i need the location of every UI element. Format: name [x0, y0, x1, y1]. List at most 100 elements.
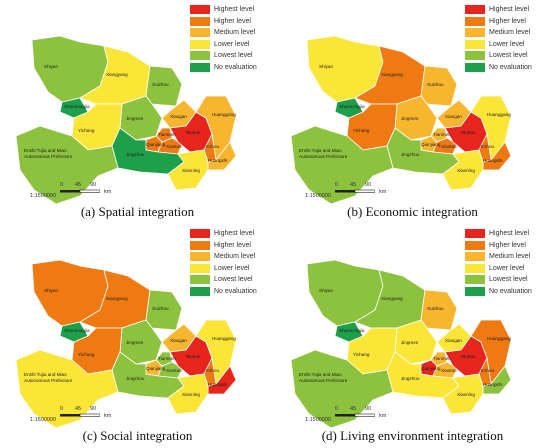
legend-swatch — [190, 229, 210, 238]
region-label: Suizhou — [152, 82, 169, 87]
region-label: Enshi Tujia and Miao Autonomous Prefectur… — [24, 148, 73, 159]
scale-ratio: 1:1500000 — [30, 193, 56, 199]
panel-social: Shiyan Xiangyang Suizhou Shennongjia Xiaogan… — [0, 224, 275, 448]
region-label: Suizhou — [152, 306, 169, 311]
region-label: Yichang — [78, 352, 95, 357]
region-label: Xiantao — [166, 368, 182, 373]
scale-tick: 45 — [75, 182, 82, 188]
region-label: Shiyan — [319, 288, 333, 293]
region-enshi — [15, 349, 119, 429]
legend-swatch — [190, 252, 210, 261]
caption: (b) Economic integration — [347, 204, 478, 219]
scale-bar: 0 45 90 km 1:1500000 — [30, 406, 170, 430]
scale-unit: km — [379, 413, 387, 419]
legend-swatch — [465, 240, 485, 250]
caption: (d) Living environment integration — [321, 428, 504, 443]
legend-item: Higher level — [190, 240, 257, 251]
region-xiantao — [432, 137, 458, 155]
region-label: Shennongjia — [64, 328, 90, 333]
region-xianning — [167, 373, 209, 415]
legend-item: No evaluation — [190, 286, 257, 297]
region-label: Jingmen — [401, 116, 419, 121]
scale-ratio: 1:1500000 — [30, 417, 56, 423]
region-label: Huanggang — [487, 112, 511, 117]
region-label: Jingzhou — [401, 376, 420, 381]
scale-tick: 90 — [90, 182, 97, 188]
region-label: Jingzhou — [126, 376, 145, 381]
legend-swatch — [190, 62, 210, 72]
scale-ratio: 1:1500000 — [305, 193, 331, 199]
legend-item: No evaluation — [465, 62, 532, 73]
region-label: Xianning — [182, 392, 200, 397]
region-label: Xiantao — [441, 368, 457, 373]
region-label: Shennongjia — [339, 104, 365, 109]
region-label: Xianning — [457, 168, 475, 173]
legend-label: Medium level — [489, 253, 531, 260]
legend-label: Lowest level — [214, 52, 253, 59]
region-label: Tianmen — [433, 132, 451, 137]
region-label: Wuhan — [186, 130, 201, 135]
region-label: Huanggang — [212, 112, 236, 117]
legend-label: Lower level — [214, 40, 250, 48]
legend-swatch — [465, 5, 485, 14]
map-social: Shiyan Xiangyang Suizhou Shennongjia Xiaogan… — [15, 259, 237, 429]
legend-item: Higher level — [465, 16, 532, 27]
region-label: Jingzhou — [401, 152, 420, 157]
legend-label: Lowest level — [489, 276, 528, 283]
legend-swatch — [465, 252, 485, 261]
legend-item: Lower level — [190, 263, 257, 274]
region-label: Enshi Tujia and Miao Autonomous Prefectur… — [299, 372, 348, 383]
region-label: Tianmen — [158, 132, 176, 137]
region-label: Qianjiang — [421, 142, 441, 147]
scale-bar: 0 45 90 km 1:1500000 — [305, 406, 445, 430]
region-label: Wuhan — [186, 354, 201, 359]
region-label: Tianmen — [433, 356, 451, 361]
panel-spatial: Shiyan Xiangyang Suizhou Shennongjia Xiaogan… — [0, 0, 275, 224]
legend-swatch — [465, 275, 485, 284]
region-label: Xiangyang — [106, 72, 128, 77]
region-label: Jingzhou — [126, 152, 145, 157]
legend-item: Medium level — [190, 27, 257, 38]
region-label: Tianmen — [158, 356, 176, 361]
legend-item: Lowest level — [465, 274, 532, 285]
region-label: Xianning — [182, 168, 200, 173]
legend-swatch — [465, 51, 485, 60]
region-label: Qianjiang — [421, 366, 441, 371]
region-jingzhou — [386, 351, 460, 399]
region-label: Suizhou — [427, 82, 444, 87]
legend-swatch — [465, 39, 485, 49]
region-label: Shiyan — [319, 64, 333, 69]
scale-unit: km — [104, 189, 112, 195]
region-label: Huangshi — [483, 158, 502, 163]
legend-label: Medium level — [214, 253, 256, 260]
legend-item: Lowest level — [190, 50, 257, 61]
legend-label: No evaluation — [489, 287, 532, 295]
legend: Highest level Higher level Medium level Low… — [190, 228, 257, 297]
region-xianning — [442, 373, 484, 415]
legend-swatch — [465, 62, 485, 72]
scale-tick: 0 — [335, 182, 339, 188]
legend-item: Lower level — [465, 263, 532, 274]
region-label: Shiyan — [44, 288, 58, 293]
region-enshi — [15, 125, 119, 205]
region-enshi — [290, 125, 394, 205]
legend-label: Highest level — [214, 6, 255, 13]
panel-economic: Shiyan Xiangyang Suizhou Shennongjia Xiaogan… — [275, 0, 550, 224]
legend-label: No evaluation — [214, 63, 257, 71]
scale-tick: 45 — [350, 406, 357, 412]
region-label: Ezhou — [481, 144, 494, 149]
region-xiantao — [157, 361, 183, 379]
region-label: Ezhou — [481, 368, 494, 373]
map-spatial: Shiyan Xiangyang Suizhou Shennongjia Xiaogan… — [15, 35, 237, 205]
legend: Highest level Higher level Medium level Low… — [465, 4, 532, 73]
scale-ratio: 1:1500000 — [305, 417, 331, 423]
caption: (c) Social integration — [82, 428, 193, 443]
region-xiantao — [432, 361, 458, 379]
region-label: Shiyan — [44, 64, 58, 69]
legend: Highest level Higher level Medium level Low… — [465, 228, 532, 297]
legend-swatch — [465, 229, 485, 238]
scale-tick: 90 — [365, 182, 372, 188]
legend-swatch — [190, 16, 210, 26]
legend-item: Highest level — [465, 228, 532, 239]
legend-item: Highest level — [190, 228, 257, 239]
